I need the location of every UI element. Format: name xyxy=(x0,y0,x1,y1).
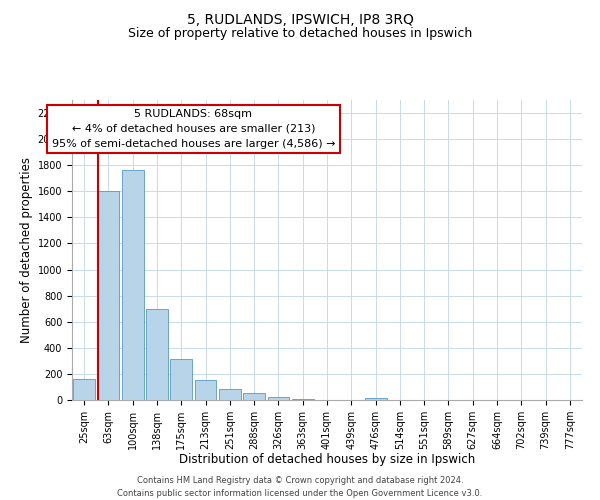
Y-axis label: Number of detached properties: Number of detached properties xyxy=(20,157,34,343)
Bar xyxy=(97,192,119,400)
Text: Size of property relative to detached houses in Ipswich: Size of property relative to detached ho… xyxy=(128,28,472,40)
Bar xyxy=(219,389,241,400)
Bar xyxy=(194,380,217,400)
Bar xyxy=(268,396,289,400)
Bar xyxy=(170,359,192,400)
Text: 5, RUDLANDS, IPSWICH, IP8 3RQ: 5, RUDLANDS, IPSWICH, IP8 3RQ xyxy=(187,12,413,26)
Text: 5 RUDLANDS: 68sqm
← 4% of detached houses are smaller (213)
95% of semi-detached: 5 RUDLANDS: 68sqm ← 4% of detached house… xyxy=(52,109,335,148)
Bar xyxy=(292,398,314,400)
Text: Contains HM Land Registry data © Crown copyright and database right 2024.
Contai: Contains HM Land Registry data © Crown c… xyxy=(118,476,482,498)
Bar xyxy=(122,170,143,400)
Bar xyxy=(243,394,265,400)
Bar xyxy=(73,379,95,400)
Bar xyxy=(146,308,168,400)
Bar xyxy=(365,398,386,400)
X-axis label: Distribution of detached houses by size in Ipswich: Distribution of detached houses by size … xyxy=(179,454,475,466)
